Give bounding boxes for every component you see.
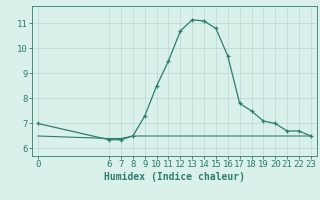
X-axis label: Humidex (Indice chaleur): Humidex (Indice chaleur) [104, 172, 245, 182]
